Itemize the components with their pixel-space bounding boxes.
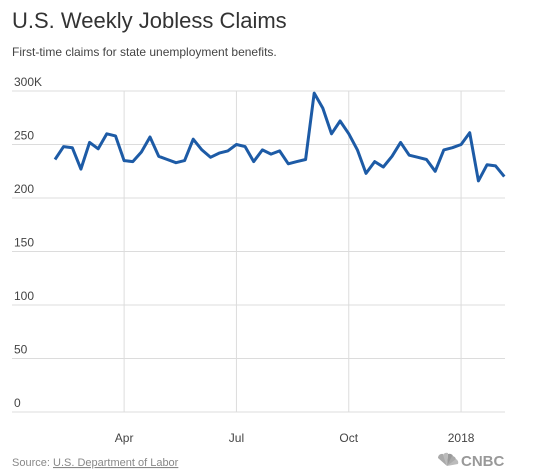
y-tick-label: 200: [14, 182, 34, 196]
y-tick-label: 100: [14, 289, 34, 303]
source-link[interactable]: U.S. Department of Labor: [53, 457, 179, 469]
y-tick-label: 150: [14, 236, 34, 250]
x-tick-label: 2018: [448, 431, 475, 445]
chart-subtitle: First-time claims for state unemployment…: [12, 45, 277, 59]
y-tick-label: 250: [14, 129, 34, 143]
logo-mark: [437, 452, 459, 466]
chart-title: U.S. Weekly Jobless Claims: [12, 8, 287, 33]
y-tick-label: 50: [14, 343, 28, 357]
x-tick-label: Jul: [229, 431, 244, 445]
y-tick-label: 300K: [14, 75, 42, 89]
y-tick-label: 0: [14, 396, 21, 410]
x-tick-label: Oct: [339, 431, 358, 445]
x-tick-label: Apr: [115, 431, 134, 445]
logo: CNBC: [461, 453, 504, 470]
source-label: Source:: [12, 457, 50, 469]
series-line: [53, 91, 506, 183]
